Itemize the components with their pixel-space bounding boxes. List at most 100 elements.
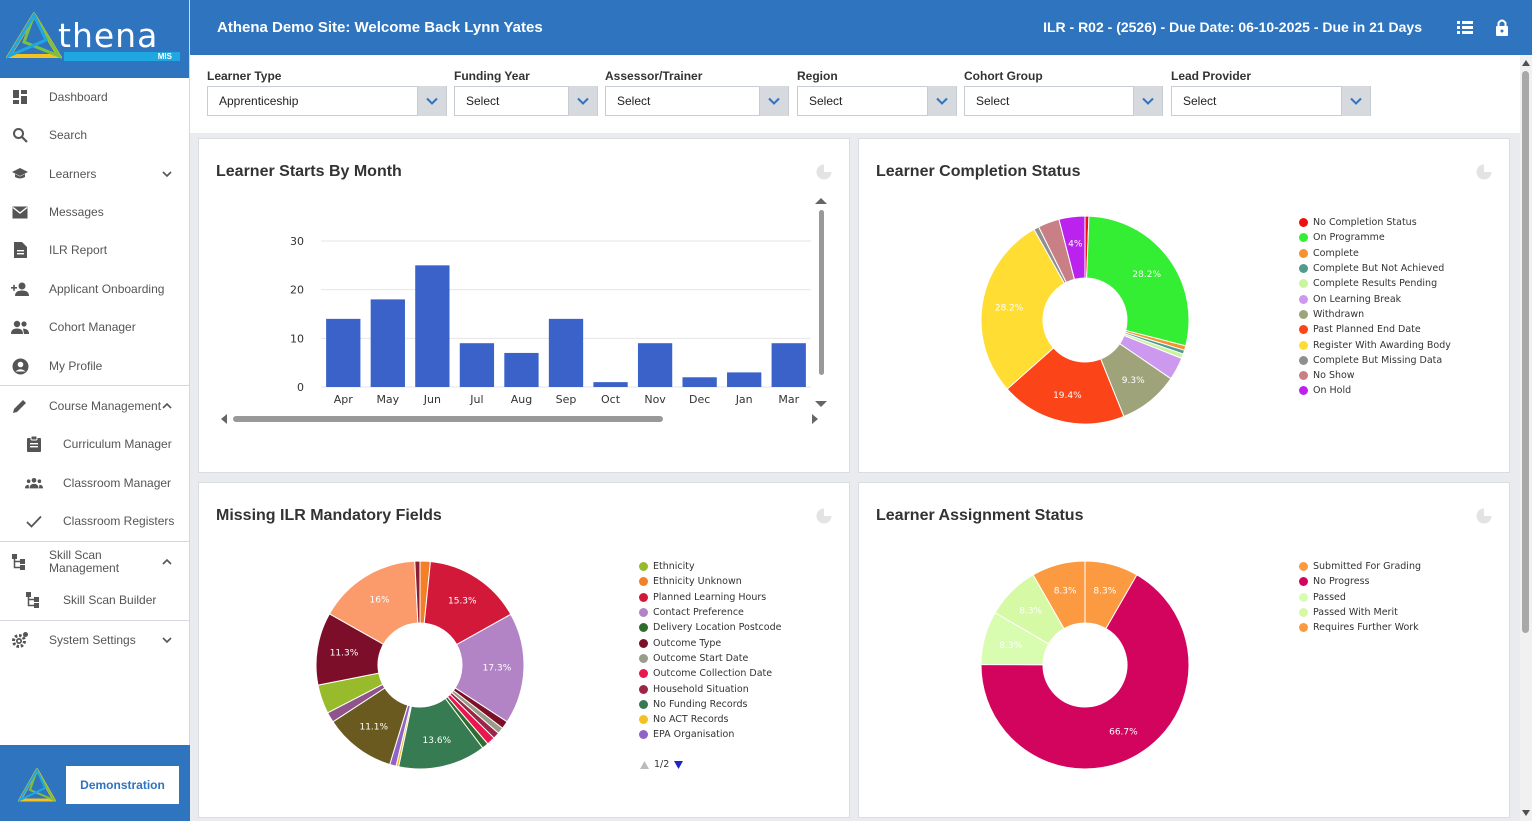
demonstration-site-button[interactable]: Demonstration	[8, 766, 179, 804]
legend-item[interactable]: Complete But Missing Data	[1299, 353, 1451, 368]
scroll-down-icon[interactable]	[1520, 807, 1532, 819]
funding-year-select[interactable]: Select	[454, 86, 598, 116]
legend-item[interactable]: Outcome Type	[639, 635, 781, 650]
pie-slice[interactable]	[1058, 215, 1086, 280]
bar[interactable]	[326, 318, 361, 387]
sidebar-item-skill-scan-builder[interactable]: Skill Scan Builder	[0, 585, 190, 615]
bar[interactable]	[459, 343, 495, 387]
sidebar-item-classroom-registers[interactable]: Classroom Registers	[0, 506, 190, 536]
scroll-up-icon[interactable]	[1520, 57, 1532, 69]
sidebar-item-ilr-report[interactable]: ILR Report	[0, 235, 190, 265]
sidebar-item-learners[interactable]: Learners	[0, 159, 190, 189]
chart-type-icon[interactable]	[1476, 164, 1492, 180]
bar[interactable]	[727, 372, 762, 387]
legend-item[interactable]: Outcome Start Date	[639, 651, 781, 666]
pager-down-icon[interactable]	[673, 760, 684, 770]
legend-item[interactable]: Withdrawn	[1299, 307, 1451, 322]
completion-donut-chart[interactable]: 28.2% 9.3% 19.4% 28.2% 4%	[970, 205, 1200, 435]
legend-item[interactable]: No Progress	[1299, 574, 1421, 589]
chevron-down-icon[interactable]	[160, 167, 174, 181]
legend-item[interactable]: No ACT Records	[639, 712, 781, 727]
legend-item[interactable]: On Learning Break	[1299, 291, 1451, 306]
bar[interactable]	[504, 352, 539, 387]
chevron-down-icon[interactable]	[1341, 86, 1370, 116]
sidebar-item-skill-scan-management[interactable]: Skill Scan Management	[0, 547, 190, 577]
sidebar-item-cohort-manager[interactable]: Cohort Manager	[0, 312, 190, 342]
bar[interactable]	[548, 318, 584, 387]
pie-slice[interactable]	[1006, 347, 1125, 425]
pie-slice[interactable]	[980, 228, 1066, 390]
assignment-donut-chart[interactable]: 8.3% 66.7% 8.3% 8.3% 8.3%	[970, 550, 1200, 780]
sidebar-item-dashboard[interactable]: Dashboard	[0, 82, 190, 112]
lead-provider-select[interactable]: Select	[1171, 86, 1371, 116]
lock-icon[interactable]	[1493, 18, 1511, 36]
legend-item[interactable]: On Programme	[1299, 230, 1451, 245]
chevron-down-icon[interactable]	[1133, 86, 1162, 116]
page-scrollbar[interactable]	[1520, 55, 1532, 821]
legend-item[interactable]: Delivery Location Postcode	[639, 620, 781, 635]
page-scrollbar-thumb[interactable]	[1522, 71, 1529, 633]
chart-scroll-right-icon[interactable]	[812, 414, 818, 424]
legend-item[interactable]: No Funding Records	[639, 697, 781, 712]
legend-item[interactable]: On Hold	[1299, 383, 1451, 398]
legend-item[interactable]: Complete But Not Achieved	[1299, 261, 1451, 276]
missing-ilr-donut-chart[interactable]: 15.3% 17.3% 13.6% 11.1% 11.3% 16%	[305, 550, 535, 780]
pie-slice[interactable]	[328, 560, 419, 645]
sidebar-item-my-profile[interactable]: My Profile	[0, 351, 190, 381]
legend-item[interactable]: Complete	[1299, 246, 1451, 261]
legend-item[interactable]: EPA Organisation	[639, 727, 781, 742]
legend-item[interactable]: Contact Preference	[639, 605, 781, 620]
legend-item[interactable]: Submitted For Grading	[1299, 559, 1421, 574]
pager-up-icon[interactable]	[639, 760, 650, 770]
sidebar-item-search[interactable]: Search	[0, 120, 190, 150]
bar[interactable]	[637, 343, 673, 387]
chevron-down-icon[interactable]	[927, 86, 956, 116]
sidebar-item-system-settings[interactable]: System Settings	[0, 625, 190, 655]
chart-hscroll-thumb[interactable]	[233, 416, 663, 422]
bar[interactable]	[682, 377, 717, 387]
chart-type-icon[interactable]	[1476, 508, 1492, 524]
chart-type-icon[interactable]	[816, 164, 832, 180]
sidebar-item-curriculum-manager[interactable]: Curriculum Manager	[0, 429, 190, 459]
chevron-up-icon[interactable]	[160, 555, 174, 569]
pie-slice[interactable]	[414, 560, 421, 624]
legend-item[interactable]: No Completion Status	[1299, 215, 1451, 230]
legend-item[interactable]: Passed	[1299, 590, 1421, 605]
chevron-down-icon[interactable]	[160, 633, 174, 647]
athena-logo[interactable]: thena MIS	[0, 0, 189, 78]
bar[interactable]	[771, 343, 806, 387]
legend-item[interactable]: No Show	[1299, 368, 1451, 383]
legend-item[interactable]: Passed With Merit	[1299, 605, 1421, 620]
legend-item[interactable]: Ethnicity	[639, 559, 781, 574]
legend-item[interactable]: Complete Results Pending	[1299, 276, 1451, 291]
chevron-down-icon[interactable]	[417, 86, 446, 116]
bar[interactable]	[415, 265, 450, 387]
chart-scroll-down-icon[interactable]	[815, 401, 827, 407]
learner-starts-bar-chart[interactable]: 0 10 20 30 Apr May Jun Jul Aug Sep Oct Nov Dec Jan Mar	[215, 194, 835, 434]
legend-item[interactable]: Outcome Collection Date	[639, 666, 781, 681]
chevron-down-icon[interactable]	[759, 86, 788, 116]
list-menu-icon[interactable]	[1456, 18, 1474, 36]
chart-scroll-left-icon[interactable]	[221, 414, 227, 424]
legend-item[interactable]: Ethnicity Unknown	[639, 574, 781, 589]
sidebar-item-messages[interactable]: Messages	[0, 197, 190, 227]
chart-scroll-up-icon[interactable]	[815, 198, 827, 204]
learner-type-select[interactable]: Apprenticeship	[207, 86, 447, 116]
assessor-trainer-select[interactable]: Select	[605, 86, 789, 116]
sidebar-item-course-management[interactable]: Course Management	[0, 391, 190, 421]
chevron-down-icon[interactable]	[568, 86, 597, 116]
cohort-group-select[interactable]: Select	[964, 86, 1163, 116]
pie-slice[interactable]	[980, 574, 1190, 770]
sidebar-item-classroom-manager[interactable]: Classroom Manager	[0, 468, 190, 498]
chevron-up-icon[interactable]	[160, 399, 174, 413]
region-select[interactable]: Select	[797, 86, 957, 116]
legend-item[interactable]: Past Planned End Date	[1299, 322, 1451, 337]
legend-item[interactable]: Household Situation	[639, 681, 781, 696]
bar[interactable]	[593, 382, 628, 387]
legend-item[interactable]: Register With Awarding Body	[1299, 337, 1451, 352]
legend-item[interactable]: Planned Learning Hours	[639, 590, 781, 605]
sidebar-item-applicant-onboarding[interactable]: Applicant Onboarding	[0, 274, 190, 304]
pie-slice[interactable]	[1032, 560, 1086, 630]
pie-slice[interactable]	[454, 613, 525, 723]
bar[interactable]	[370, 299, 405, 387]
